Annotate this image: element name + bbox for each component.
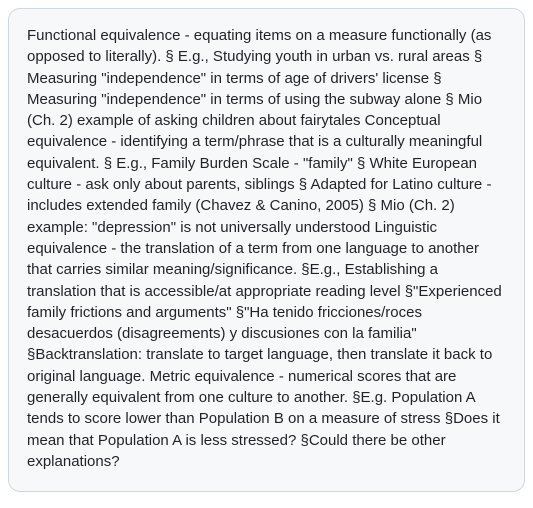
note-card: Functional equivalence - equating items … bbox=[8, 8, 525, 492]
note-body-text: Functional equivalence - equating items … bbox=[27, 27, 502, 470]
